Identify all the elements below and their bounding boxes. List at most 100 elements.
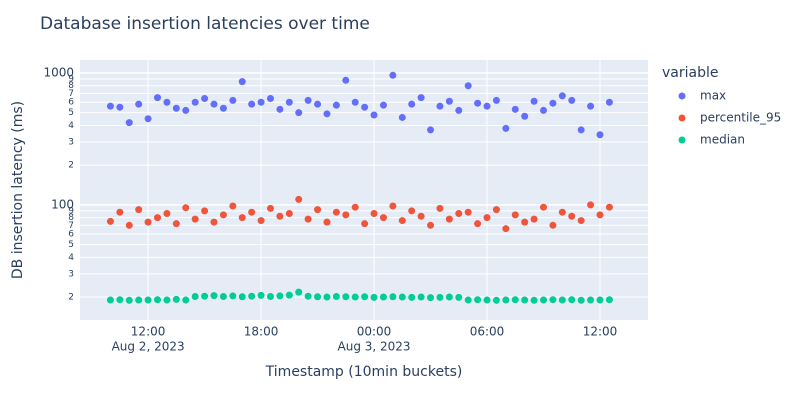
point (568, 96, 576, 104)
point (154, 214, 162, 222)
point (201, 207, 209, 215)
point (219, 211, 227, 219)
point (351, 98, 359, 106)
point (285, 210, 293, 218)
point (511, 105, 519, 113)
point (427, 221, 435, 229)
point (172, 220, 180, 228)
point (314, 293, 322, 301)
point (568, 212, 576, 220)
point (587, 296, 595, 304)
legend-marker (678, 136, 686, 144)
point (342, 211, 350, 219)
point (266, 292, 274, 300)
legend-label: percentile_95 (700, 111, 781, 125)
point (379, 293, 387, 301)
y-tick-label: 5 (68, 240, 74, 250)
point (191, 292, 199, 300)
point (549, 99, 557, 107)
x-tick-label: 00:00 (357, 325, 392, 339)
point (540, 106, 548, 114)
point (191, 98, 199, 106)
legend-title: variable (662, 65, 718, 81)
point (314, 100, 322, 108)
y-tick-label: 2 (68, 293, 74, 303)
point (163, 210, 171, 218)
point (295, 195, 303, 203)
point (492, 296, 500, 304)
point (577, 296, 585, 304)
point (455, 210, 463, 218)
point (106, 102, 114, 110)
point (351, 293, 359, 301)
x-tick-label: 18:00 (244, 325, 279, 339)
point (323, 218, 331, 226)
point (408, 293, 416, 301)
point (304, 96, 312, 104)
point (125, 296, 133, 304)
point (106, 217, 114, 225)
point (257, 291, 265, 299)
y-tick-label: 9 (68, 75, 74, 85)
point (379, 214, 387, 222)
y-axis-title: DB insertion latency (ms) (10, 101, 26, 279)
point (229, 96, 237, 104)
point (596, 296, 604, 304)
y-tick-label: 8 (68, 81, 74, 91)
point (116, 296, 124, 304)
point (521, 296, 529, 304)
point (436, 102, 444, 110)
point (502, 225, 510, 233)
point (125, 119, 133, 127)
point (135, 100, 143, 108)
point (445, 215, 453, 223)
point (455, 293, 463, 301)
marks (106, 71, 613, 304)
point (144, 115, 152, 123)
x-tick-label: 06:00 (470, 325, 505, 339)
y-tick-label: 5 (68, 108, 74, 118)
x-tick-label: 12:00 (583, 325, 618, 339)
point (135, 206, 143, 214)
point (229, 202, 237, 210)
point (436, 204, 444, 212)
point (332, 101, 340, 109)
point (342, 76, 350, 84)
point (201, 292, 209, 300)
point (219, 104, 227, 112)
point (379, 101, 387, 109)
point (521, 112, 529, 120)
point (210, 100, 218, 108)
point (408, 207, 416, 215)
point (210, 218, 218, 226)
legend-marker (678, 114, 686, 122)
point (266, 95, 274, 103)
point (502, 124, 510, 132)
point (464, 82, 472, 90)
point (464, 208, 472, 216)
point (398, 217, 406, 225)
point (276, 105, 284, 113)
point (135, 296, 143, 304)
chart-title: Database insertion latencies over time (40, 14, 370, 34)
point (540, 203, 548, 211)
point (455, 106, 463, 114)
point (596, 211, 604, 219)
point (116, 103, 124, 111)
y-tick-label: 7 (68, 89, 74, 99)
point (398, 293, 406, 301)
point (116, 208, 124, 216)
point (106, 296, 114, 304)
point (323, 293, 331, 301)
point (483, 214, 491, 222)
point (172, 104, 180, 112)
point (474, 220, 482, 228)
point (257, 98, 265, 106)
point (182, 204, 190, 212)
point (568, 296, 576, 304)
point (483, 102, 491, 110)
point (474, 296, 482, 304)
y-tick-label: 8 (68, 213, 74, 223)
point (492, 206, 500, 214)
